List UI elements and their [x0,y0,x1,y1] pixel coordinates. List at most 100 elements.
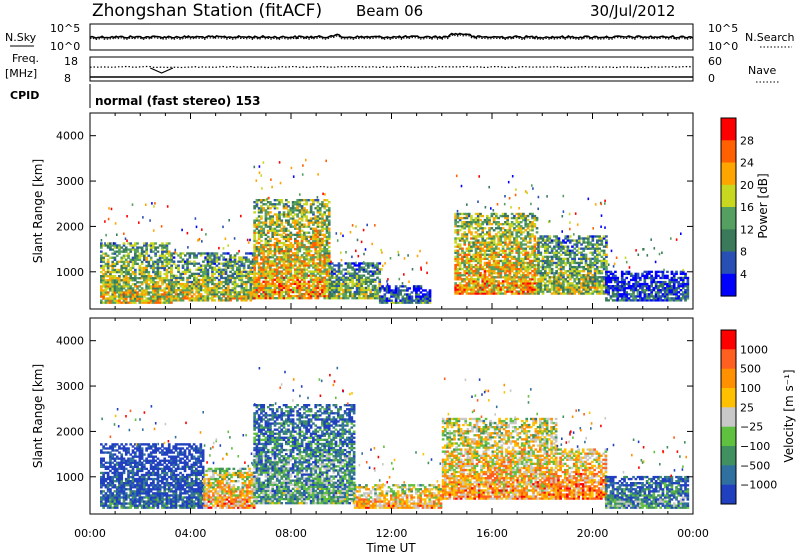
heatmap-cell [477,262,480,264]
heatmap-cell [299,199,302,201]
heatmap-cell [209,261,212,263]
heatmap-cell [129,291,132,293]
heatmap-cell [278,240,281,242]
heatmap-cell [328,258,331,260]
heatmap-cell [301,230,304,232]
heatmap-cell [269,252,272,254]
heatmap-cell [542,235,545,237]
heatmap-cell [159,259,162,261]
heatmap-cell [549,272,552,274]
heatmap-cell [166,253,169,255]
heatmap-cell [290,295,293,297]
heatmap-cell [299,262,302,264]
heatmap-cell [531,217,534,219]
heatmap-cell [562,241,565,243]
heatmap-cell [393,289,396,291]
heatmap-cell [562,288,565,290]
heatmap-cell [356,283,359,285]
heatmap-cell [397,295,400,297]
heatmap-cell [518,225,521,227]
heatmap-cell [290,266,293,268]
heatmap-cell [256,258,259,260]
heatmap-cell [198,279,201,281]
heatmap-cell [484,270,487,272]
heatmap-cell [120,295,123,297]
heatmap-cell [408,295,411,297]
nsearch-label: N.Search [745,31,795,44]
heatmap-cell [551,292,554,294]
heatmap-cell [585,286,588,288]
heatmap-cell [294,256,297,258]
heatmap-cell [585,284,588,286]
heatmap-cell [114,257,117,259]
heatmap-cell [241,258,244,260]
heatmap-cell [148,302,151,304]
heatmap-cell [201,240,203,243]
heatmap-cell [459,219,462,221]
heatmap-cell [567,292,570,294]
heatmap-cell [488,288,491,290]
heatmap-cell [312,201,315,203]
heatmap-cell [150,242,153,244]
heatmap-cell [109,289,112,291]
heatmap-cell [211,299,214,301]
heatmap-cell [102,275,105,277]
heatmap-cell [276,277,279,279]
heatmap-cell [511,282,514,284]
heatmap-cell [331,277,334,279]
heatmap-cell [189,289,192,291]
heatmap-cell [351,283,354,285]
heatmap-cell [408,287,411,289]
heatmap-cell [578,264,581,266]
heatmap-cell [558,290,561,292]
heatmap-cell [466,282,469,284]
heatmap-cell [582,248,585,250]
heatmap-cell [484,272,487,274]
heatmap-cell [294,260,297,262]
heatmap-cell [209,281,212,283]
heatmap-cell [209,267,212,269]
heatmap-cell [466,239,469,241]
heatmap-cell [100,277,103,279]
heatmap-cell [342,235,344,238]
heatmap-cell [466,272,469,274]
heatmap-cell [472,221,475,223]
heatmap-cell [258,221,261,223]
heatmap-cell [417,289,420,291]
heatmap-cell [454,213,457,215]
heatmap-cell [312,217,315,219]
heatmap-cell [571,292,574,294]
heatmap-cell [143,302,146,304]
heatmap-cell [159,277,162,279]
heatmap-cell [143,244,146,246]
heatmap-cell [299,250,302,252]
heatmap-cell [253,287,256,289]
heatmap-cell [301,275,304,277]
heatmap-cell [225,273,228,275]
heatmap-cell [323,211,326,213]
heatmap-cell [317,277,320,279]
heatmap-cell [420,285,423,287]
heatmap-cell [328,209,331,211]
heatmap-cell [134,244,137,246]
heatmap-cell [276,291,279,293]
heatmap-cell [253,283,256,285]
heatmap-cell [154,289,157,291]
heatmap-cell [148,265,151,267]
heatmap-cell [161,257,164,259]
heatmap-cell [333,297,336,299]
heatmap-cell [477,246,480,248]
heatmap-cell [524,268,527,270]
heatmap-cell [229,265,232,267]
heatmap-cell [500,272,503,274]
heatmap-cell [540,252,543,254]
heatmap-cell [479,264,482,266]
heatmap-cell [495,292,498,294]
heatmap-cell [592,266,595,268]
heatmap-cell [319,275,322,277]
heatmap-cell [488,246,491,248]
heatmap-cell [294,213,297,215]
heatmap-cell [540,241,543,243]
heatmap-cell [271,277,274,279]
heatmap-cell [470,256,473,258]
